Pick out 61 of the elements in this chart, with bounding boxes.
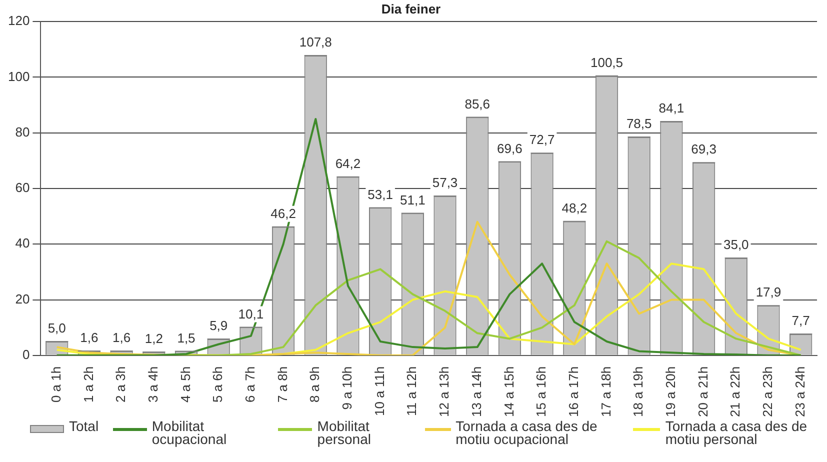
x-tick-label: 4 a 5h [178, 366, 193, 403]
y-tick-label: 60 [15, 180, 30, 196]
chart-title: Dia feiner [381, 1, 441, 16]
x-tick-label: 11 a 12h [404, 366, 420, 416]
data-label: 107,8 [299, 34, 332, 50]
data-label: 46,2 [270, 206, 296, 221]
data-label: 10,1 [238, 306, 264, 322]
data-label: 85,6 [464, 96, 490, 112]
data-label: 5,0 [48, 320, 66, 336]
y-tick-label: 100 [8, 68, 30, 84]
data-label: 100,5 [590, 54, 624, 70]
y-tick-label: 40 [15, 236, 30, 251]
x-tick-label: 2 a 3h [113, 366, 128, 403]
data-label: 84,1 [658, 100, 684, 116]
data-label: 35,0 [723, 237, 749, 252]
data-label: 1,2 [144, 331, 163, 346]
x-tick-label: 13 a 14h [468, 366, 484, 418]
legend-label: Tornada a casa des de motiu ocupacional [456, 418, 598, 447]
x-tick-label: 21 a 22h [728, 366, 743, 418]
x-tick-label: 1 a 2h [80, 366, 96, 403]
y-tick-label: 120 [8, 13, 30, 28]
x-tick-label: 7 a 8h [274, 366, 290, 403]
x-tick-label: 17 a 18h [598, 366, 614, 418]
x-tick-label: 6 a 7h [242, 366, 258, 403]
data-label: 64,2 [335, 156, 361, 171]
x-tick-label: 22 a 23h [760, 366, 776, 418]
x-tick-label: 20 a 21h [695, 366, 710, 418]
data-label: 1,6 [112, 330, 131, 346]
data-label: 48,2 [562, 200, 588, 216]
x-tick-label: 19 a 20h [663, 366, 678, 418]
x-tick-label: 15 a 16h [534, 366, 549, 418]
data-label: 51,1 [400, 192, 426, 208]
data-label: 69,6 [497, 140, 522, 156]
x-tick-label: 23 a 24h [792, 366, 808, 418]
data-label: 1,6 [80, 330, 98, 346]
x-tick-label: 3 a 4h [145, 366, 160, 403]
legend-label: Mobilitat personal [317, 418, 372, 447]
data-label: 69,3 [691, 142, 716, 157]
legend-label: Tornada a casa des de motiu personal [665, 418, 808, 447]
data-label: 57,3 [432, 175, 458, 190]
x-tick-label: 8 a 9h [307, 366, 322, 403]
data-label: 5,9 [210, 318, 228, 334]
data-label: 72,7 [529, 132, 555, 148]
x-tick-label: 14 a 15h [501, 366, 516, 418]
x-tick-label: 10 a 11h [372, 366, 387, 416]
data-label: 7,7 [792, 313, 810, 328]
data-label: 53,1 [368, 186, 393, 202]
data-label: 17,9 [756, 284, 782, 300]
data-label: 1,5 [177, 330, 196, 346]
x-tick-label: 18 a 19h [630, 366, 646, 418]
x-tick-label: 0 a 1h [48, 366, 64, 403]
x-tick-label: 5 a 6h [210, 366, 226, 403]
x-tick-label: 12 a 13h [436, 366, 452, 418]
data-label: 78,5 [626, 116, 652, 132]
y-tick-label: 0 [22, 346, 30, 362]
x-tick-label: 16 a 17h [566, 366, 581, 418]
y-tick-label: 20 [15, 291, 30, 306]
x-tick-label: 9 a 10h [340, 366, 355, 410]
legend-label: Total [69, 418, 99, 434]
y-tick-label: 80 [15, 124, 30, 140]
legend-label: Mobilitat ocupacional [152, 418, 228, 447]
